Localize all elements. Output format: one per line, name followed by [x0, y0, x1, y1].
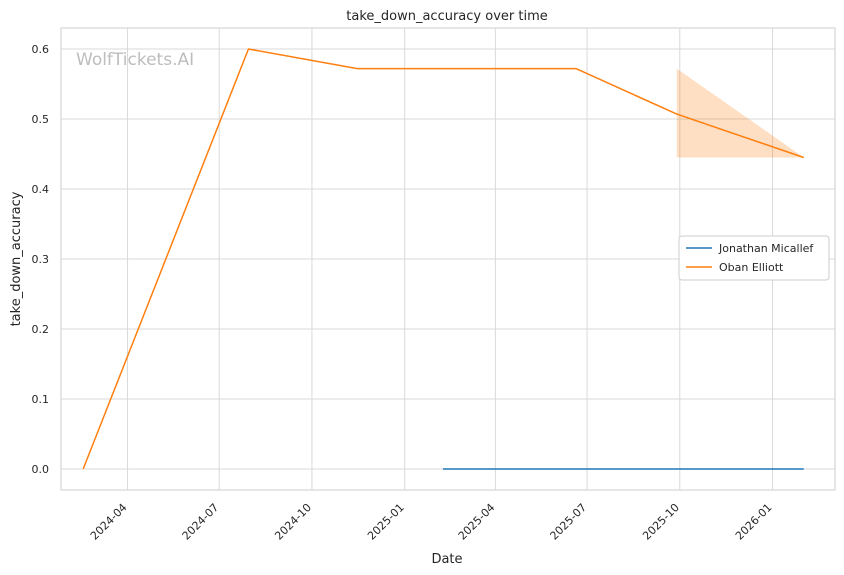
legend-label-jonathan-micallef: Jonathan Micallef [718, 242, 814, 255]
x-tick-label: 2025-07 [548, 501, 590, 543]
y-tick-label: 0.4 [32, 183, 50, 196]
x-tick-label: 2026-01 [733, 501, 775, 543]
x-axis-label: Date [431, 552, 462, 567]
watermark: WolfTickets.AI [76, 50, 194, 70]
series-line-oban-elliott [82, 48, 805, 470]
y-tick-label: 0.3 [32, 253, 50, 266]
x-tick-label: 2025-04 [456, 501, 498, 543]
chart-title: take_down_accuracy over time [346, 9, 547, 24]
x-tick-label: 2024-04 [88, 501, 130, 543]
y-tick-label: 0.6 [32, 43, 50, 56]
series-lines [82, 48, 805, 470]
y-tick-label: 0.0 [32, 463, 50, 476]
y-axis-label: take_down_accuracy [9, 191, 24, 326]
y-tick-label: 0.2 [32, 323, 50, 336]
legend-box [678, 235, 830, 281]
x-tick-labels: 2024-04 2024-07 2024-10 2025-01 2025-04 2025-… [88, 501, 775, 543]
confidence-bands [676, 68, 804, 158]
legend-label-oban-elliott: Oban Elliott [719, 261, 784, 274]
y-tick-label: 0.1 [32, 393, 50, 406]
y-tick-labels: 0.0 0.1 0.2 0.3 0.4 0.5 0.6 [32, 43, 50, 476]
x-tick-label: 2024-10 [272, 501, 314, 543]
x-tick-label: 2024-07 [180, 501, 222, 543]
x-tick-label: 2025-01 [365, 501, 407, 543]
x-tick-label: 2025-10 [640, 501, 682, 543]
band-oban-elliott [676, 68, 804, 158]
legend: Jonathan Micallef Oban Elliott [678, 235, 830, 281]
y-tick-label: 0.5 [32, 113, 50, 126]
